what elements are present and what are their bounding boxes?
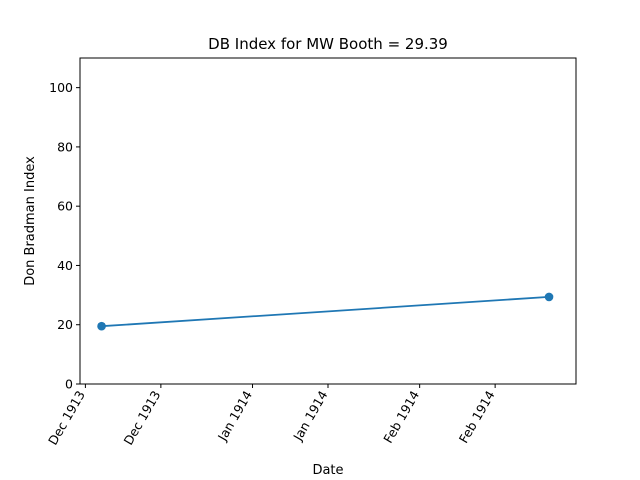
plot-frame: [79, 57, 577, 385]
x-tick-label: Dec 1913: [45, 388, 88, 447]
series-line: [101, 296, 550, 328]
chart-title: DB Index for MW Booth = 29.39: [208, 35, 448, 53]
y-tick-label: 40: [57, 258, 73, 273]
y-tick-label: 60: [57, 199, 73, 214]
x-tick-label: Jan 1914: [214, 388, 255, 444]
y-axis-label: Don Bradman Index: [23, 156, 38, 286]
data-point: [544, 292, 554, 302]
x-axis-label: Date: [312, 463, 343, 478]
x-tick-label: Feb 1914: [456, 388, 498, 446]
data-point: [97, 321, 106, 331]
y-tick-label: 100: [49, 80, 73, 95]
x-tick-label: Feb 1914: [380, 388, 422, 446]
y-tick-label: 0: [65, 377, 73, 392]
y-tick-label: 20: [57, 317, 73, 332]
x-tick-label: Jan 1914: [290, 388, 331, 444]
y-tick-label: 80: [57, 139, 73, 154]
x-tick-label: Dec 1913: [120, 388, 163, 447]
